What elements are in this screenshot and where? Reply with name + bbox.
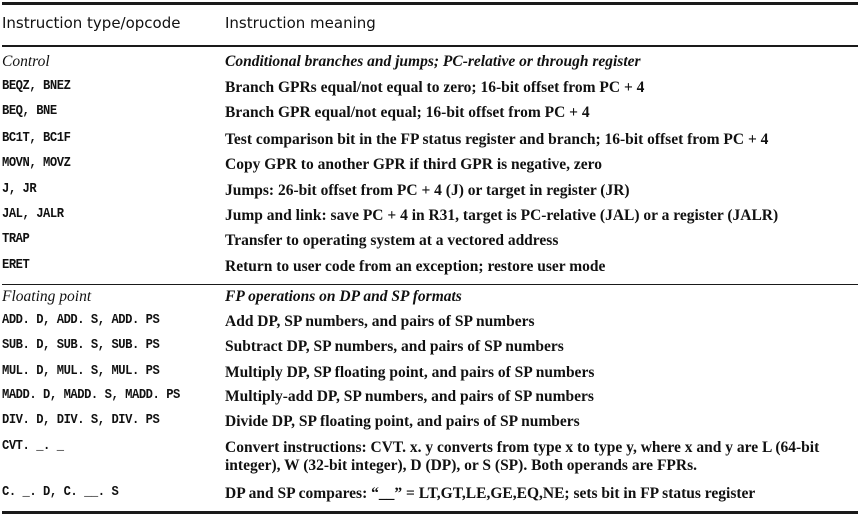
header-opcode: Instruction type/opcode [2, 14, 181, 32]
meaning-cell: Convert instructions: CVT. x. y converts… [225, 439, 820, 474]
opcode-cell: JAL, JALR [2, 207, 64, 222]
section-divider [2, 284, 858, 285]
header-meaning: Instruction meaning [225, 14, 376, 32]
opcode-cell: MUL. D, MUL. S, MUL. PS [2, 364, 160, 379]
opcode-cell: BC1T, BC1F [2, 131, 71, 146]
meaning-cell: Jumps: 26-bit offset from PC + 4 (J) or … [225, 182, 630, 199]
opcode-cell: CVT. _. _ [2, 439, 64, 454]
table-header: Instruction type/opcode Instruction mean… [2, 14, 858, 42]
meaning-cell: Subtract DP, SP numbers, and pairs of SP… [225, 338, 564, 355]
meaning-cell: Copy GPR to another GPR if third GPR is … [225, 156, 602, 173]
opcode-cell: DIV. D, DIV. S, DIV. PS [2, 413, 160, 428]
meaning-cell: Test comparison bit in the FP status reg… [225, 131, 769, 148]
meaning-cell: Multiply DP, SP floating point, and pair… [225, 364, 595, 381]
section-description: Conditional branches and jumps; PC-relat… [225, 53, 641, 70]
section-title: Floating point [2, 288, 92, 305]
meaning-cell: Divide DP, SP floating point, and pairs … [225, 413, 580, 430]
instruction-table: Instruction type/opcode Instruction mean… [2, 2, 858, 516]
opcode-cell: J, JR [2, 182, 37, 197]
opcode-cell: BEQ, BNE [2, 104, 57, 119]
meaning-cell: DP and SP compares: “__” = LT,GT,LE,GE,E… [225, 485, 756, 502]
header-rule [2, 45, 858, 47]
opcode-cell: ADD. D, ADD. S, ADD. PS [2, 313, 160, 328]
section-title: Control [2, 53, 50, 70]
opcode-cell: C. _. D, C. __. S [2, 485, 119, 500]
meaning-cell: Branch GPR equal/not equal; 16-bit offse… [225, 104, 590, 121]
opcode-cell: TRAP [2, 232, 30, 247]
opcode-cell: ERET [2, 258, 30, 273]
meaning-cell: Add DP, SP numbers, and pairs of SP numb… [225, 313, 535, 330]
opcode-cell: SUB. D, SUB. S, SUB. PS [2, 338, 160, 353]
meaning-cell: Branch GPRs equal/not equal to zero; 16-… [225, 79, 645, 96]
opcode-cell: MADD. D, MADD. S, MADD. PS [2, 388, 180, 403]
meaning-cell: Jump and link: save PC + 4 in R31, targe… [225, 207, 779, 224]
bottom-rule [2, 511, 858, 514]
meaning-cell: Return to user code from an exception; r… [225, 258, 606, 275]
meaning-cell: Transfer to operating system at a vector… [225, 232, 559, 249]
top-rule [2, 2, 858, 5]
section-description: FP operations on DP and SP formats [225, 288, 462, 305]
opcode-cell: MOVN, MOVZ [2, 156, 71, 171]
meaning-cell: Multiply-add DP, SP numbers, and pairs o… [225, 388, 594, 405]
opcode-cell: BEQZ, BNEZ [2, 79, 71, 94]
